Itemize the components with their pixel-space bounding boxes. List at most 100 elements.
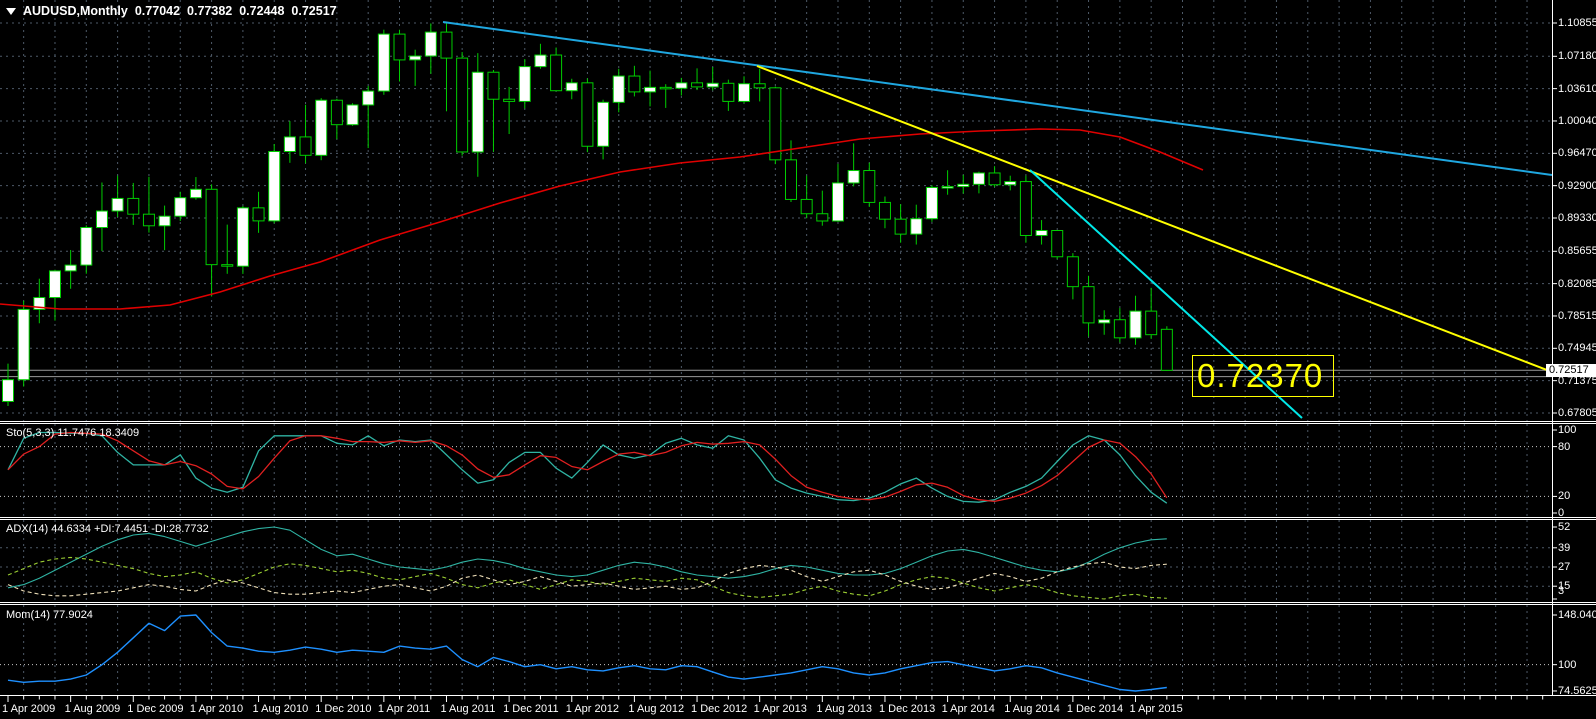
- candle-bull: [346, 104, 359, 126]
- time-axis-label: 1 Apr 2010: [189, 703, 244, 715]
- time-axis-label: 1 Aug 2012: [628, 703, 685, 715]
- candle-bull: [17, 308, 30, 381]
- time-axis-label: 1 Aug 2011: [440, 703, 496, 715]
- sto-scale-label: 100: [1558, 424, 1577, 436]
- adx-+DI: [7, 556, 1167, 600]
- price-axis-label: 0.67805: [1558, 406, 1596, 419]
- time-axis-label: 1 Dec 2013: [878, 703, 936, 715]
- candle-bull: [362, 90, 375, 106]
- ohlc-close: 0.72517: [291, 4, 337, 18]
- candle-bull: [738, 83, 751, 102]
- candle-bull: [33, 297, 46, 310]
- candle-bear: [800, 198, 813, 215]
- candle-bear: [1051, 229, 1064, 258]
- time-axis-label: 1 Dec 2012: [691, 703, 748, 715]
- symbol-dropdown-icon[interactable]: [6, 7, 16, 15]
- candle-bear: [769, 87, 782, 161]
- candle-bear: [722, 82, 735, 102]
- adx--DI: [7, 561, 1167, 597]
- candle-bear: [863, 170, 876, 203]
- trendline-descending-channel-upper: [442, 21, 1552, 176]
- stochastic-header: Sto(5,3,3) 11.7476 18.3409: [6, 427, 140, 439]
- time-axis-label: 1 Dec 2010: [315, 703, 372, 715]
- candle-bull: [95, 210, 108, 229]
- candle-bear: [816, 213, 829, 222]
- candle-bull: [1004, 181, 1017, 186]
- candle-bull: [174, 197, 187, 217]
- candle-bear: [988, 172, 1001, 186]
- candle-bear: [503, 98, 516, 102]
- candle-bear: [299, 136, 312, 156]
- price-axis-label: 0.85655: [1558, 245, 1596, 258]
- trendline-descending-midline: [756, 65, 1552, 373]
- time-axis-label: 1 Aug 2014: [1004, 703, 1060, 715]
- candle-bear: [330, 99, 343, 126]
- candle-bull: [706, 82, 719, 88]
- adx-header: ADX(14) 44.6334 +DI:7.4451 -DI:28.7732: [6, 523, 209, 535]
- candle-bear: [550, 54, 563, 92]
- candle-bear: [1019, 181, 1032, 236]
- candle-bear: [221, 264, 234, 267]
- candle-bear: [1145, 310, 1158, 336]
- price-axis-label: 1.00040: [1558, 114, 1596, 127]
- time-axis-label: 1 Aug 2009: [64, 703, 121, 715]
- time-axis-label: 1 Apr 2009: [2, 703, 56, 715]
- candle-bear: [785, 159, 797, 200]
- candle-bull: [471, 71, 484, 153]
- time-axis-label: 1 Apr 2011: [377, 703, 431, 715]
- candle-bull: [158, 215, 171, 227]
- candle-bull: [612, 75, 625, 103]
- candle-bull: [64, 264, 77, 272]
- candle-bull: [831, 182, 844, 222]
- candle-bear: [1082, 286, 1095, 324]
- price-axis-label: 1.10855: [1558, 17, 1596, 29]
- price-axis-label: 0.74945: [1558, 342, 1596, 355]
- candle-bull: [268, 151, 281, 222]
- candle-bull: [644, 86, 657, 93]
- time-axis-label: 1 Dec 2014: [1066, 703, 1124, 715]
- time-axis-label: 1 Dec 2011: [503, 703, 559, 715]
- momentum-pane: [0, 605, 1552, 694]
- momentum-header: Mom(14) 77.9024: [6, 609, 93, 621]
- candle-bull: [48, 270, 61, 299]
- price-axis-label: 0.82085: [1558, 277, 1596, 290]
- chart-title-bar: AUDUSD,Monthly 0.77042 0.77382 0.72448 0…: [6, 4, 337, 18]
- candle-bull: [910, 218, 923, 235]
- candle-bull: [972, 172, 985, 185]
- momentum-line: [7, 614, 1167, 692]
- sto-scale-label: 0: [1558, 507, 1565, 519]
- sto-scale-label: 80: [1558, 440, 1571, 453]
- candle-bull: [1129, 310, 1142, 339]
- moving-average-line: [0, 128, 1204, 310]
- time-axis-label: 1 Aug 2010: [252, 703, 309, 715]
- ohlc-low: 0.72448: [239, 4, 285, 18]
- candlesticks: [2, 23, 1173, 407]
- candle-bull: [565, 82, 578, 92]
- adx-scale-label: 15: [1558, 580, 1571, 593]
- candle-bull: [80, 227, 93, 266]
- candle-bull: [518, 66, 531, 102]
- main-pane: [0, 0, 1552, 421]
- adx-pane: [0, 520, 1552, 602]
- price-alert-label[interactable]: 0.72370: [1192, 355, 1334, 397]
- candle-bull: [111, 197, 124, 212]
- time-axis-label: 1 Apr 2012: [565, 703, 619, 715]
- candle-bear: [1160, 328, 1173, 371]
- candle-bull: [377, 33, 390, 92]
- candle-bull: [1035, 229, 1048, 236]
- candle-bear: [878, 201, 891, 220]
- price-axis-label: 0.71375: [1558, 374, 1596, 387]
- candle-bull: [847, 170, 860, 184]
- candle-bear: [1113, 319, 1126, 339]
- adx-ADX: [7, 526, 1167, 589]
- adx-scale-label: 52: [1558, 521, 1571, 533]
- adx-scale-label: 27: [1558, 561, 1571, 573]
- candle-bear: [628, 75, 641, 93]
- sto-%D: [7, 431, 1168, 503]
- candle-bear: [753, 83, 766, 89]
- ohlc-high: 0.77382: [187, 4, 233, 18]
